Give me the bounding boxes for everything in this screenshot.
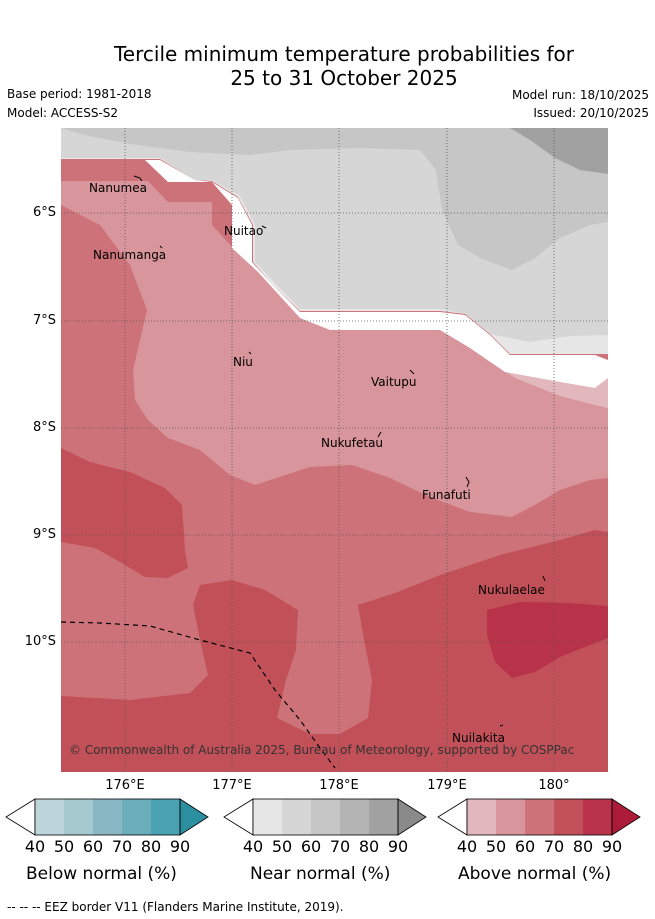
- lon-label-180: 180°: [538, 778, 570, 793]
- model-name: Model: ACCESS-S2: [7, 106, 119, 120]
- colorbar-above-segment: [496, 799, 525, 835]
- colorbar-above-tick: 40: [456, 837, 478, 856]
- lon-label-179e: 179°E: [427, 778, 467, 793]
- place-label-nukulaelae: Nukulaelae: [478, 583, 545, 597]
- colorbar-below-normal: [5, 798, 209, 836]
- map-title-line2: 25 to 31 October 2025: [230, 66, 458, 90]
- colorbar-below-tick: 60: [82, 837, 104, 856]
- above-40-strip: [470, 348, 608, 408]
- place-label-nuitao: Nuitao: [224, 224, 263, 238]
- lat-label-9s: 9°S: [32, 527, 56, 542]
- colorbar-below-high-extension: [179, 798, 209, 836]
- colorbar-near-tick: 60: [300, 837, 322, 856]
- place-label-nanumanga: Nanumanga: [93, 248, 166, 262]
- colorbar-above-normal: [437, 798, 641, 836]
- eez-legend-note: -- -- -- EEZ border V11 (Flanders Marine…: [7, 900, 344, 914]
- place-label-vaitupu: Vaitupu: [371, 375, 417, 389]
- issued-date: Issued: 20/10/2025: [533, 106, 649, 120]
- near-70-region: [510, 128, 608, 174]
- colorbar-above-high-extension: [611, 798, 641, 836]
- islands: [133, 175, 546, 727]
- colorbar-below-outline: [34, 798, 181, 836]
- colorbar-below-tick: 80: [140, 837, 162, 856]
- colorbar-title-below: Below normal (%): [26, 864, 177, 884]
- colorbar-above-tick: 70: [543, 837, 565, 856]
- colorbar-above-segment: [583, 799, 612, 835]
- colorbar-above-tick: 50: [485, 837, 507, 856]
- colorbar-near-low-extension: [223, 798, 254, 836]
- base-period: Base period: 1981-2018: [7, 87, 152, 101]
- near-60-region: [61, 128, 608, 270]
- colorbar-near-segment: [282, 799, 311, 835]
- place-label-nuilakita: Nuilakita: [452, 731, 505, 745]
- map-title-line1: Tercile minimum temperature probabilitie…: [113, 42, 575, 66]
- colorbar-below-low-extension: [5, 798, 36, 836]
- no-dominant-strip: [61, 160, 608, 388]
- above-50-band: [61, 181, 608, 517]
- colorbar-title-near: Near normal (%): [250, 864, 391, 884]
- colorbar-above-tick: 80: [572, 837, 594, 856]
- colorbar-above-tick: 60: [514, 837, 536, 856]
- lon-label-178e: 178°E: [319, 778, 359, 793]
- colorbar-above-segment: [554, 799, 583, 835]
- colorbar-below-tick: 70: [111, 837, 133, 856]
- above-70-west-region: [61, 448, 188, 578]
- graticule: [61, 128, 608, 772]
- colorbar-near-segment: [369, 799, 398, 835]
- colorbar-near-high-extension: [397, 798, 427, 836]
- above-70-south-region: [61, 530, 608, 772]
- colorbar-below-tick: 50: [53, 837, 75, 856]
- colorbar-near-normal: [223, 798, 427, 836]
- copyright-notice: © Commonwealth of Australia 2025, Bureau…: [69, 743, 574, 757]
- colorbar-below-segment: [93, 799, 122, 835]
- place-label-niu: Niu: [233, 355, 253, 369]
- above-80-patch: [487, 602, 608, 678]
- place-label-funafuti: Funafuti: [422, 488, 471, 502]
- colorbar-below-segment: [64, 799, 93, 835]
- colorbar-above-outline: [466, 798, 613, 836]
- colorbar-above-tick: 90: [601, 837, 623, 856]
- colorbar-below-segment: [122, 799, 151, 835]
- place-label-nukufetau: Nukufetau: [321, 436, 383, 450]
- colorbar-near-segment: [311, 799, 340, 835]
- lat-label-10s: 10°S: [24, 634, 56, 649]
- colorbar-near-tick: 50: [271, 837, 293, 856]
- colorbar-near-tick: 90: [387, 837, 409, 856]
- colorbar-below-tick: 90: [169, 837, 191, 856]
- colorbar-below-segment: [35, 799, 64, 835]
- eez-border: [61, 621, 336, 769]
- lon-label-177e: 177°E: [212, 778, 252, 793]
- colorbar-near-segment: [253, 799, 282, 835]
- model-run: Model run: 18/10/2025: [511, 88, 649, 102]
- lat-label-7s: 7°S: [32, 313, 56, 328]
- colorbar-title-above: Above normal (%): [458, 864, 612, 884]
- colorbar-below-tick: 40: [24, 837, 46, 856]
- colorbar-near-segment: [340, 799, 369, 835]
- colorbar-near-tick: 80: [358, 837, 380, 856]
- place-label-nanumea: Nanumea: [89, 181, 147, 195]
- colorbar-above-segment: [467, 799, 496, 835]
- colorbar-near-outline: [252, 798, 399, 836]
- lat-label-6s: 6°S: [32, 205, 56, 220]
- lat-label-8s: 8°S: [32, 420, 56, 435]
- colorbar-near-tick: 70: [329, 837, 351, 856]
- colorbar-near-tick: 40: [242, 837, 264, 856]
- colorbar-above-segment: [525, 799, 554, 835]
- colorbar-below-segment: [151, 799, 180, 835]
- lon-label-176e: 176°E: [105, 778, 145, 793]
- colorbar-above-low-extension: [437, 798, 468, 836]
